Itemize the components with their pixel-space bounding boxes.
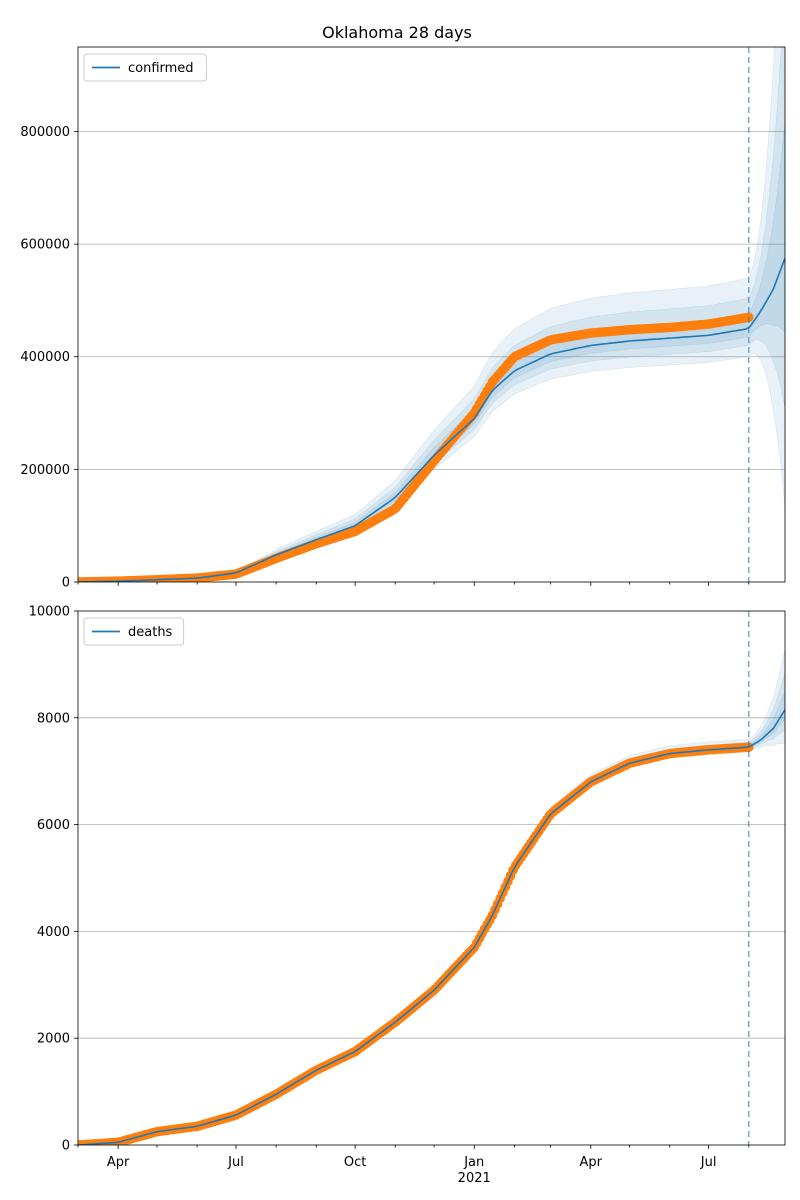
x-tick-label: Apr: [580, 1155, 603, 1170]
y-tick-label: 800000: [20, 125, 70, 140]
y-tick-label: 6000: [37, 818, 70, 833]
y-tick-label: 600000: [20, 238, 70, 253]
legend-label: confirmed: [128, 61, 194, 76]
y-tick-label: 0: [62, 576, 70, 591]
plot-area: [78, 648, 785, 1145]
y-tick-label: 400000: [20, 350, 70, 365]
x-tick-label: Apr: [107, 1155, 130, 1170]
model-line: [78, 709, 785, 1145]
plot-area: [78, 47, 785, 582]
axes-frame: [77, 610, 786, 1146]
axes-frame: [77, 46, 786, 583]
chart-title: Oklahoma 28 days: [322, 23, 472, 42]
uncertainty-band: [78, 47, 785, 582]
x-axis-year-label: 2021: [458, 1171, 491, 1186]
legend-box: [83, 53, 207, 82]
legend-box: [83, 617, 185, 646]
confirmed-panel: 0 200000 400000 600000 800000 confirmed: [20, 46, 786, 591]
uncertainty-band: [78, 648, 785, 1145]
deaths-panel: 0 2000 4000 6000 8000 10000 Apr Jul Oct Jan Apr Jul…: [29, 605, 786, 1186]
x-tick-label: Jul: [227, 1155, 244, 1170]
legend: confirmed: [83, 53, 207, 82]
model-line: [78, 257, 785, 582]
x-tick-label: Jan: [463, 1155, 484, 1170]
y-tick-label: 10000: [29, 605, 70, 620]
legend: deaths: [83, 617, 185, 646]
y-tick-label: 2000: [37, 1032, 70, 1047]
uncertainty-band: [78, 691, 785, 1145]
x-tick-label: Oct: [344, 1155, 366, 1170]
y-tick-label: 8000: [37, 711, 70, 726]
y-tick-label: 200000: [20, 463, 70, 478]
uncertainty-band: [78, 673, 785, 1145]
y-tick-label: 0: [62, 1139, 70, 1154]
legend-label: deaths: [128, 625, 173, 640]
x-tick-label: Jul: [700, 1155, 717, 1170]
y-tick-label: 4000: [37, 925, 70, 940]
